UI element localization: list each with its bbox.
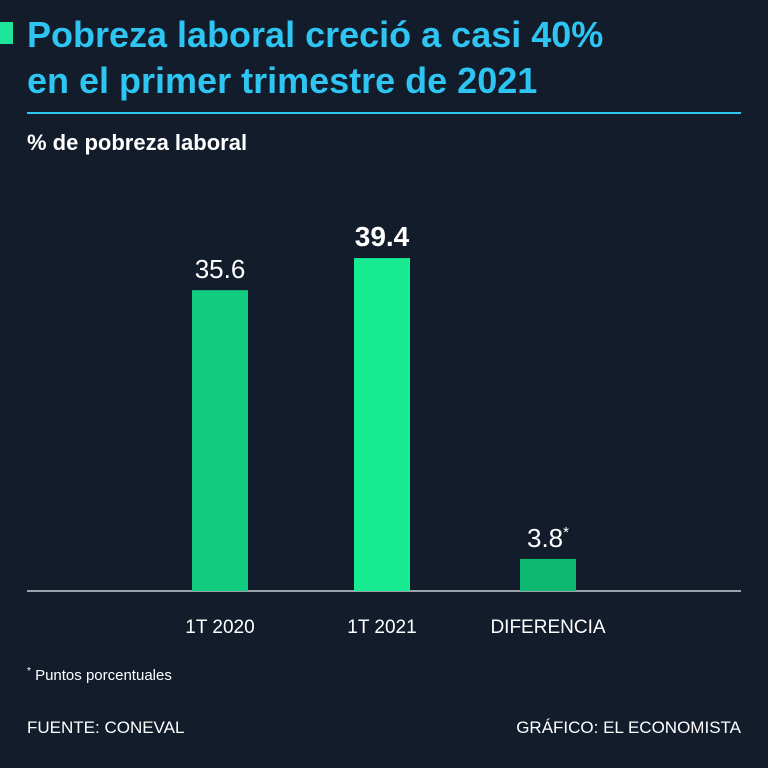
- title-line-2: en el primer trimestre de 2021: [27, 60, 538, 101]
- category-label-1: 1T 2020: [185, 617, 254, 638]
- footnote-mark: *: [27, 666, 31, 677]
- chart-subtitle: % de pobreza laboral: [27, 130, 248, 155]
- title-line-1: Pobreza laboral creció a casi 40%: [27, 14, 604, 55]
- bar-2: [354, 258, 410, 591]
- category-label-3: DIFERENCIA: [490, 617, 605, 638]
- bar-3: [520, 558, 576, 591]
- category-label-2: 1T 2021: [347, 617, 416, 638]
- footnote: * Puntos porcentuales: [27, 666, 172, 684]
- value-label-3: 3.8*: [527, 523, 569, 553]
- title-accent-mark: [0, 22, 13, 44]
- source-note: FUENTE: CONEVAL: [27, 718, 185, 737]
- value-label-2: 39.4: [355, 221, 410, 252]
- credit-note: GRÁFICO: EL ECONOMISTA: [516, 718, 741, 737]
- value-label-1: 35.6: [195, 254, 246, 284]
- footnote-text: Puntos porcentuales: [35, 667, 172, 684]
- chart-title: Pobreza laboral creció a casi 40% en el …: [27, 12, 747, 104]
- bar-1: [192, 290, 248, 591]
- title-divider: [27, 112, 741, 114]
